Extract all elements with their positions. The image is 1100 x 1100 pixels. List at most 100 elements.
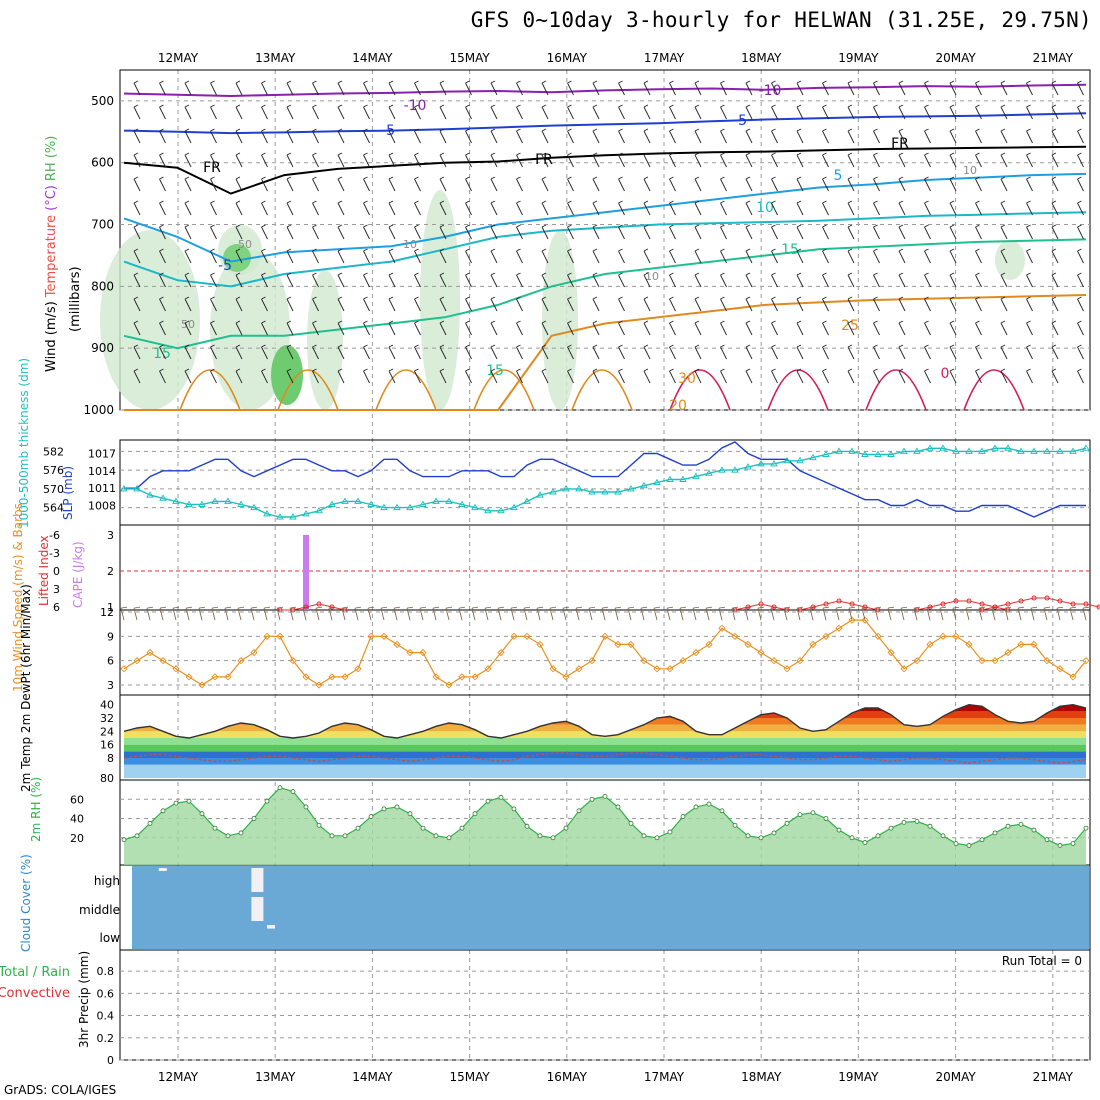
- wind-barb: [465, 128, 472, 144]
- rh-tick: 60: [70, 793, 84, 806]
- thickness-point: [523, 497, 531, 504]
- wind-barb: [694, 368, 702, 384]
- wind-barb: [1026, 368, 1033, 384]
- surface-wind-barb: [601, 606, 609, 621]
- wind-barb: [210, 152, 217, 168]
- wind-barb: [261, 104, 268, 120]
- isotherm-5: [123, 172, 1087, 263]
- wind-barb: [592, 200, 600, 216]
- surface-wind-barb: [861, 606, 869, 621]
- wind-barb: [1026, 104, 1033, 120]
- wind-barb: [363, 128, 370, 144]
- wind-barb: [388, 320, 396, 336]
- wind-speed-point: [276, 632, 284, 640]
- date-label-top-21MAY: 21MAY: [1033, 51, 1074, 65]
- wind-barb: [669, 200, 676, 216]
- wind-speed-point: [484, 665, 492, 673]
- isotherm-label: 15: [781, 242, 799, 258]
- surface-wind-barb: [289, 606, 297, 621]
- wind-barb: [133, 368, 141, 384]
- surface-wind-barb: [1043, 606, 1051, 621]
- isotherm-label: 30: [678, 371, 696, 387]
- wind-speed-point: [835, 624, 843, 632]
- surface-wind-barb: [952, 606, 960, 621]
- wind-speed-point: [627, 640, 635, 649]
- wind-barb: [184, 296, 192, 312]
- rh-point: [1005, 823, 1011, 829]
- rh-point: [472, 811, 478, 817]
- cloud-ylabel: Cloud Cover (%): [19, 854, 33, 952]
- wind-barb: [235, 104, 243, 120]
- wind-barb: [363, 344, 370, 360]
- wind-barb: [261, 128, 268, 144]
- wind-barb: [490, 104, 498, 120]
- wind-barb: [592, 248, 600, 264]
- wind-barb: [822, 224, 829, 240]
- isotherm-surface-wave: [669, 369, 731, 411]
- upper-air-ylabel-part: (millibars): [68, 266, 83, 332]
- surface-wind-barb: [315, 606, 323, 621]
- isotherm-label: -5: [733, 113, 747, 129]
- precip-tick: 0.4: [97, 1010, 115, 1023]
- wind-barb: [184, 344, 192, 360]
- lifted-index-line: [280, 603, 346, 611]
- wind-barb: [1051, 344, 1059, 360]
- chart-title: GFS 0~10day 3-hourly for HELWAN (31.25E,…: [470, 8, 1092, 32]
- wind-speed-point: [224, 673, 232, 681]
- surface-wind-barb: [419, 606, 427, 621]
- thickness-point: [484, 506, 492, 514]
- wind-barb: [388, 248, 396, 264]
- wind-barb: [541, 296, 549, 312]
- rh-point: [706, 801, 712, 807]
- surface-wind-barb: [705, 606, 713, 621]
- thickness-point: [731, 466, 739, 473]
- wind-barb: [694, 344, 702, 360]
- wind-barb: [312, 272, 319, 288]
- wind-barb: [873, 320, 880, 336]
- thickness-point: [705, 469, 713, 476]
- wind-barb: [975, 176, 982, 192]
- wind-barb: [618, 296, 625, 312]
- wind-barb: [414, 224, 421, 240]
- wind-barb: [924, 272, 931, 288]
- wind-barb: [184, 224, 192, 240]
- thickness-point: [198, 500, 206, 507]
- thickness-point: [757, 460, 765, 467]
- wind-barb: [388, 128, 396, 144]
- wind-barb: [822, 80, 829, 96]
- wind-barb: [235, 344, 243, 360]
- wind-barb: [873, 248, 880, 264]
- wind-barb: [898, 200, 906, 216]
- wind-barb: [771, 272, 778, 288]
- wind-barb: [1000, 248, 1008, 264]
- rh-point: [875, 833, 881, 839]
- wind-barb: [465, 272, 472, 288]
- wind-barb: [465, 296, 472, 312]
- wind-barb: [669, 224, 676, 240]
- wind-barb: [541, 200, 549, 216]
- wind-barb: [286, 296, 294, 312]
- wind-barb: [822, 248, 829, 264]
- wind-barb: [465, 344, 472, 360]
- thickness-point: [627, 485, 635, 492]
- wind-speed-point: [757, 648, 765, 657]
- surface-wind-barb: [874, 606, 882, 621]
- thickness-point: [250, 503, 258, 511]
- wind-barb: [261, 80, 268, 96]
- temp-band: [124, 738, 1086, 745]
- thickness-point: [744, 463, 752, 470]
- wind-barb: [235, 224, 243, 240]
- thickness-point: [276, 513, 284, 520]
- wind-barb: [312, 104, 319, 120]
- thickness-point: [614, 488, 622, 495]
- rh-point: [1031, 827, 1037, 833]
- wind-tick: 6: [107, 655, 114, 668]
- wind-barb: [796, 248, 804, 264]
- wind-barb: [745, 176, 753, 192]
- wind-barb: [184, 152, 192, 168]
- wind-barb: [490, 128, 498, 144]
- pressure-tick-800: 800: [91, 279, 114, 293]
- rh-point: [693, 804, 699, 810]
- temp-tick-extra: 80: [100, 772, 114, 785]
- lifted-index-line: [981, 597, 1100, 611]
